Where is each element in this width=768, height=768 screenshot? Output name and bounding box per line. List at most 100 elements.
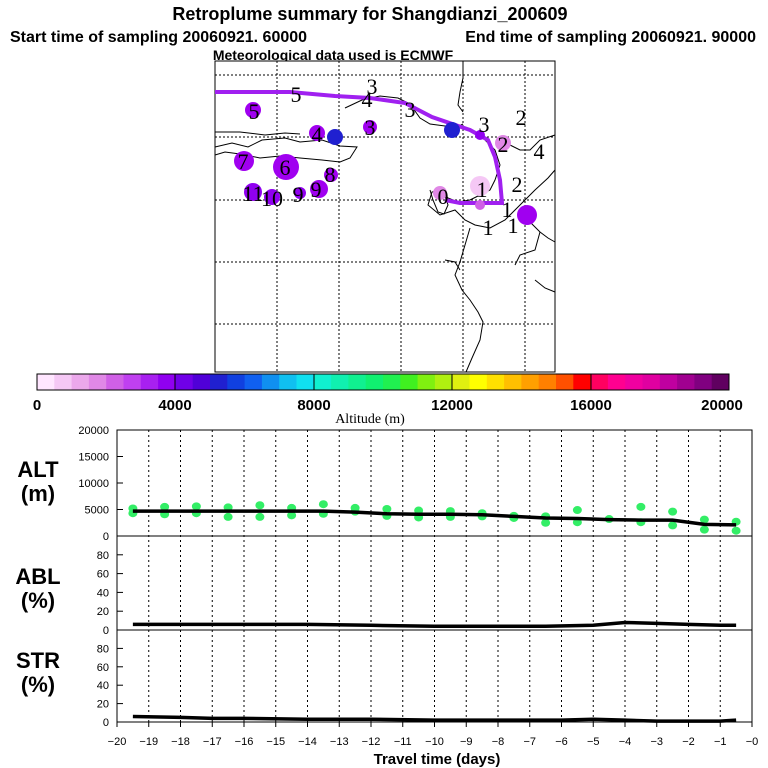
figure-title: Retroplume summary for Shangdianzi_20060… [172, 4, 567, 24]
alt-scatter-point [318, 500, 328, 509]
x-tick-label: −11 [394, 736, 412, 748]
plume-dots [234, 102, 537, 225]
colorbar-cell [659, 374, 678, 390]
plume-dot [327, 129, 343, 145]
colorbar-tick: 8000 [297, 397, 330, 414]
colorbar-cell [175, 374, 194, 390]
colorbar-cell [504, 374, 522, 390]
start-time-text: Start time of sampling 20060921. 60000 [10, 29, 307, 46]
alt-scatter-point [699, 515, 709, 524]
plume-day-label: 9 [311, 177, 322, 202]
x-tick-label: −8 [492, 736, 505, 748]
colorbar-cell [279, 374, 297, 390]
colorbar-cell [313, 374, 332, 390]
colorbar-cell [71, 374, 90, 390]
colorbar-cell [210, 374, 228, 390]
colorbar-cell [625, 374, 643, 390]
plume-day-label: 10 [261, 186, 283, 211]
plume-day-label: 1 [483, 215, 494, 240]
x-tick-label: −14 [298, 736, 317, 748]
alt-unit: (m) [21, 481, 55, 506]
plume-dot [495, 135, 511, 151]
x-tick-label: −7 [523, 736, 536, 748]
colorbar-cell [538, 374, 557, 390]
colorbar-cell [106, 374, 124, 390]
alt-scatter-point [255, 512, 265, 521]
colorbar-cell [158, 374, 176, 390]
plume-day-label: 9 [293, 182, 304, 207]
colorbar-cell [123, 374, 142, 390]
vertical-dashed-gridlines [148, 430, 721, 722]
y-tick-label: 60 [97, 662, 109, 674]
colorbar-tick: 16000 [570, 397, 612, 414]
plume-day-label: 2 [516, 105, 527, 130]
alt-scatter-point [191, 502, 201, 511]
alt-label: ALT [17, 457, 59, 482]
plume-day-label: 5 [249, 99, 260, 124]
str-y-ticks: 80 60 40 20 0 [97, 643, 123, 729]
colorbar-cell [590, 374, 609, 390]
alt-scatter-point [668, 521, 678, 530]
alt-scatter-point [668, 507, 678, 516]
alt-scatter-point [699, 525, 709, 534]
colorbar-cell [37, 374, 55, 390]
y-tick-label: 80 [97, 643, 109, 655]
abl-unit: (%) [21, 588, 55, 613]
plume-day-label: 2 [498, 132, 509, 157]
map-gridlines [215, 61, 555, 372]
plume-dot [309, 125, 325, 141]
colorbar-cells [37, 374, 730, 390]
y-tick-label: 0 [103, 625, 109, 637]
colorbar-cell [383, 374, 401, 390]
plume-dot [444, 122, 460, 138]
x-tick-label: −18 [171, 736, 190, 748]
y-tick-label: 80 [97, 550, 109, 562]
map-frame [214, 60, 556, 373]
plume-day-label: 1 [502, 197, 513, 222]
str-unit: (%) [21, 672, 55, 697]
colorbar-cell [711, 374, 730, 390]
y-tick-label: 40 [97, 587, 109, 599]
plume-day-label: 6 [280, 155, 291, 180]
plume-day-label: 3 [479, 112, 490, 137]
colorbar-cell [452, 374, 470, 390]
timeseries-panels: ALT (m) ABL (%) STR (%) 2000015000100005… [15, 425, 758, 768]
y-tick-label: 20000 [78, 425, 109, 437]
x-axis-label: Travel time (days) [374, 751, 501, 768]
colorbar-tick: 0 [33, 397, 41, 414]
x-tick-label: −17 [203, 736, 222, 748]
str-label: STR [16, 648, 60, 673]
colorbar-cell [365, 374, 384, 390]
plume-day-label: 4 [534, 139, 545, 164]
met-data-text: Meteorological data used is ECMWF [213, 47, 454, 63]
colorbar-cell [296, 374, 315, 390]
plume-day-label: 3 [365, 115, 376, 140]
plume-day-label: 4 [362, 87, 373, 112]
plume-dot [363, 120, 377, 134]
x-tick-label: −3 [650, 736, 663, 748]
x-tick-label: −6 [555, 736, 568, 748]
x-tick-label: −4 [619, 736, 632, 748]
coastlines [214, 61, 556, 373]
str-series-line [132, 714, 737, 723]
alt-scatter-point [731, 526, 741, 535]
plume-day-label: 7 [238, 149, 249, 174]
plume-day-label: 4 [312, 122, 323, 147]
colorbar-cell [88, 374, 107, 390]
plume-dot [470, 176, 490, 196]
abl-y-ticks: 80 60 40 20 0 [97, 550, 123, 637]
colorbar-frame [36, 373, 730, 391]
colorbar-tick: 20000 [701, 397, 743, 414]
y-tick-label: 0 [103, 717, 109, 729]
plume-dot [245, 102, 261, 118]
plume-dot [517, 205, 537, 225]
plume-dot [234, 151, 254, 171]
alt-scatter-point [223, 512, 233, 521]
plume-dot [273, 154, 299, 180]
abl-label: ABL [15, 564, 60, 589]
colorbar-cell [192, 374, 211, 390]
plume-dot [244, 183, 262, 201]
colorbar-cell [607, 374, 626, 390]
